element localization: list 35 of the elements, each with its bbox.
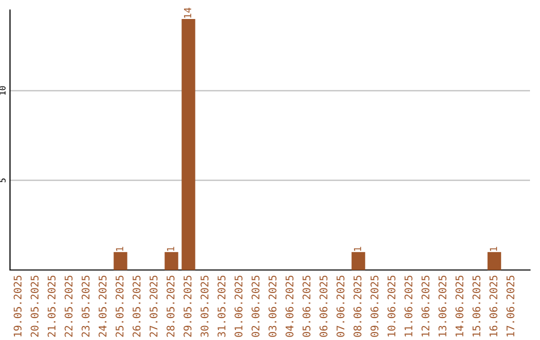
x-tick-label: 30.05.2025 bbox=[200, 276, 208, 337]
x-tick-label: 17.06.2025 bbox=[506, 276, 514, 336]
x-tick-label: 12.06.2025 bbox=[422, 276, 430, 336]
x-tick-label: 26.05.2025 bbox=[132, 276, 140, 337]
x-tick-label: 06.06.2025 bbox=[320, 276, 328, 337]
x-tick-label: 01.06.2025 bbox=[234, 276, 242, 337]
x-tick-label: 11.06.2025 bbox=[404, 276, 412, 336]
x-tick-label: 23.05.2025 bbox=[82, 276, 90, 337]
data-label: 14 bbox=[184, 8, 192, 18]
x-tick-label: 20.05.2025 bbox=[30, 276, 39, 337]
x-tick-label: 02.06.2025 bbox=[252, 276, 260, 337]
x-tick-label: 21.05.2025 bbox=[48, 276, 56, 337]
data-label: 1 bbox=[354, 246, 362, 251]
x-tick-label: 09.06.2025 bbox=[370, 276, 378, 337]
x-tick-label: 16.06.2025 bbox=[489, 276, 498, 336]
x-tick-label: 03.06.2025 bbox=[268, 276, 276, 337]
x-tick-label: 04.06.2025 bbox=[286, 276, 294, 337]
x-tick-label: 27.05.2025 bbox=[150, 276, 158, 337]
data-label: 1 bbox=[167, 246, 174, 251]
data-label: 1 bbox=[490, 246, 498, 251]
x-tick-label: 15.06.2025 bbox=[472, 276, 480, 336]
x-tick-label: 13.06.2025 bbox=[438, 276, 446, 336]
x-tick-label: 10.06.2025 bbox=[388, 276, 396, 336]
data-label: 1 bbox=[116, 246, 124, 251]
x-tick-label: 24.05.2025 bbox=[98, 276, 107, 337]
x-tick-label: 29.05.2025 bbox=[184, 276, 192, 337]
x-tick-label: 22.05.2025 bbox=[64, 276, 73, 337]
x-tick-label: 05.06.2025 bbox=[302, 276, 310, 337]
x-tick-label: 14.06.2025 bbox=[456, 276, 464, 336]
x-tick-label: 08.06.2025 bbox=[354, 276, 362, 337]
x-tick-label: 28.05.2025 bbox=[166, 276, 174, 337]
x-tick-label: 19.05.2025 bbox=[14, 276, 22, 336]
x-tick-label: 07.06.2025 bbox=[336, 276, 344, 337]
x-tick-label: 25.05.2025 bbox=[116, 276, 124, 337]
x-tick-label: 31.05.2025 bbox=[218, 276, 226, 337]
